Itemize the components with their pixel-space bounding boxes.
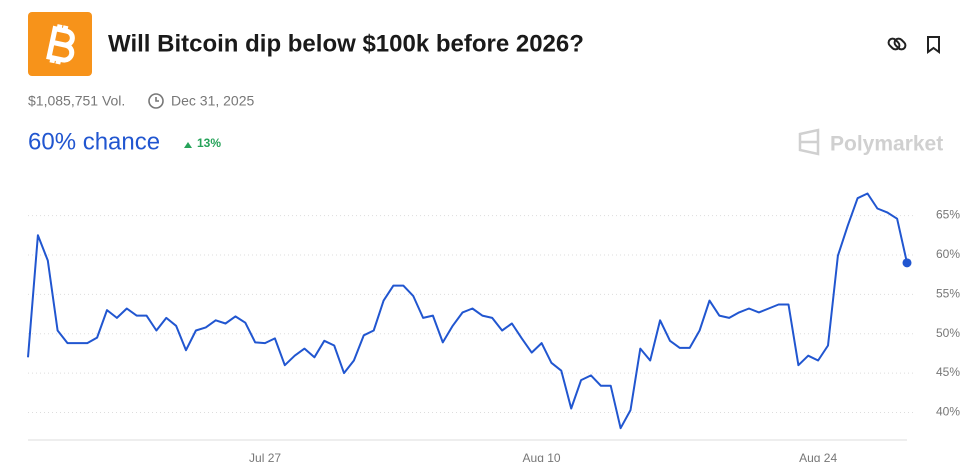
up-arrow (184, 142, 192, 148)
brand: Polymarket (830, 133, 943, 156)
link-icon[interactable] (887, 37, 907, 51)
bitcoin-glyph (46, 24, 75, 65)
end-date: Dec 31, 2025 (171, 93, 254, 109)
y-tick-label: 40% (936, 405, 960, 419)
x-tick-label: Aug 10 (523, 451, 561, 462)
x-tick-label: Jul 27 (249, 451, 281, 462)
y-tick-label: 60% (936, 247, 960, 261)
volume: $1,085,751 Vol. (28, 93, 125, 109)
clock-hands (155, 97, 159, 102)
series-line (27, 192, 908, 430)
last-point (902, 258, 912, 268)
change: 13% (197, 136, 221, 150)
brand-logo (798, 128, 820, 156)
y-tick-label: 50% (936, 326, 960, 340)
chance: 60% chance (28, 128, 160, 155)
y-tick-label: 55% (936, 286, 960, 300)
bookmark-icon[interactable] (927, 36, 940, 54)
y-tick-label: 45% (936, 365, 960, 379)
y-tick-label: 65% (936, 208, 960, 222)
clock-icon (148, 93, 164, 109)
market-title: Will Bitcoin dip below $100k before 2026… (108, 30, 584, 57)
x-tick-label: Aug 24 (799, 451, 837, 462)
